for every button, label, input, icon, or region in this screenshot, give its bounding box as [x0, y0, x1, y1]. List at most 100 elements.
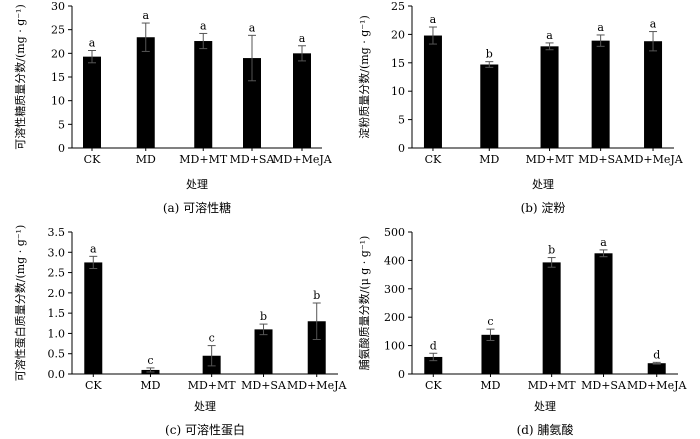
significance-letter: a [142, 9, 149, 22]
x-category-label: MD+SA [230, 153, 276, 166]
significance-letter: d [653, 348, 660, 361]
y-tick-label: 25 [391, 0, 405, 13]
y-tick-label: 300 [384, 283, 405, 296]
y-tick-label: 25 [51, 24, 65, 37]
y-tick-label: 0 [398, 142, 405, 155]
bar-md-meja [647, 363, 666, 374]
bar-md-meja [644, 41, 663, 148]
x-category-label: CK [85, 379, 102, 392]
y-tick-label: 3.5 [48, 226, 66, 239]
x-category-label: MD+MeJA [623, 153, 683, 166]
bar-md-mt [194, 41, 213, 148]
panel-caption: (c) 可溶性蛋白 [165, 422, 245, 437]
y-tick-label: 15 [391, 57, 405, 70]
significance-letter: a [200, 19, 207, 32]
significance-letter: a [650, 18, 657, 31]
bar-ck [84, 262, 103, 374]
panel-caption: (d) 脯氨酸 [517, 422, 574, 437]
x-axis-title: 处理 [194, 400, 216, 413]
significance-letter: b [260, 310, 267, 323]
x-category-label: MD+MeJA [627, 379, 687, 392]
y-tick-label: 2.0 [48, 287, 66, 300]
bar-md-sa [591, 40, 610, 149]
x-category-label: MD+MT [179, 153, 228, 166]
x-category-label: MD [136, 153, 156, 166]
significance-letter: c [487, 315, 493, 328]
y-tick-label: 0 [58, 142, 65, 155]
bar-ck [83, 56, 101, 148]
bar-md-sa [254, 329, 273, 374]
bar-ck [424, 356, 443, 374]
significance-letter: b [486, 48, 493, 61]
y-tick-label: 2.5 [48, 267, 66, 280]
y-tick-label: 0.0 [48, 368, 66, 381]
bar-md-mt [540, 46, 559, 148]
bar-md [481, 334, 500, 374]
y-tick-label: 1.5 [48, 307, 66, 320]
bar-md [480, 64, 499, 148]
chart-panel-a: 0 5 10 15 20 25 30 a CK a MD a MD+MT a MD+SA a MD+MeJA 可溶… [13, 0, 333, 215]
bar-md-meja [307, 321, 326, 374]
significance-letter: d [430, 339, 437, 352]
panel-caption: (a) 可溶性糖 [163, 200, 231, 215]
y-axis-title: 淀粉质量分数/(mg · g⁻¹) [357, 15, 371, 139]
significance-letter: c [209, 332, 215, 345]
chart-panel-c: 0.0 0.5 1.0 1.5 2.0 2.5 3.0 3.5 a CK c MD c MD+MT b MD+… [13, 225, 347, 437]
significance-letter: a [90, 242, 97, 255]
y-tick-label: 1.0 [48, 327, 66, 340]
significance-letter: a [546, 29, 553, 42]
bar-md-mt [542, 262, 561, 374]
y-tick-label: 0.5 [48, 348, 66, 361]
x-axis-title: 处理 [534, 400, 556, 413]
x-category-label: CK [425, 153, 442, 166]
y-tick-label: 15 [51, 71, 65, 84]
x-category-label: MD [140, 379, 160, 392]
x-category-label: MD+MT [188, 379, 237, 392]
x-category-label: MD+MT [526, 153, 575, 166]
significance-letter: b [313, 289, 320, 302]
y-tick-label: 3.0 [48, 246, 66, 259]
y-axis-title: 可溶性蛋白质量分数/(mg · g⁻¹) [13, 225, 27, 382]
x-category-label: MD+MeJA [287, 379, 347, 392]
y-tick-label: 10 [51, 95, 65, 108]
y-axis-title: 脯氨酸质量分数/(μ g · g⁻¹) [357, 236, 371, 371]
significance-letter: b [548, 244, 555, 257]
significance-letter: c [147, 354, 153, 367]
y-tick-label: 20 [51, 47, 65, 60]
x-category-label: MD+MeJA [272, 153, 332, 166]
significance-letter: a [89, 36, 96, 49]
chart-panel-b: 0 5 10 15 20 25 a CK b MD a MD+MT a MD+SA a MD+MeJA 淀粉质量… [357, 0, 684, 215]
significance-letter: a [597, 21, 604, 34]
y-tick-label: 10 [391, 85, 405, 98]
x-category-label: MD+SA [578, 153, 624, 166]
y-tick-label: 200 [384, 311, 405, 324]
y-tick-label: 5 [58, 118, 65, 131]
significance-letter: a [249, 21, 256, 34]
y-tick-label: 0 [398, 368, 405, 381]
x-category-label: CK [425, 379, 442, 392]
bar-md [136, 37, 155, 148]
x-category-label: MD+MT [528, 379, 577, 392]
bar-ck [423, 35, 442, 149]
y-tick-label: 5 [398, 114, 405, 127]
x-category-label: MD+SA [581, 379, 627, 392]
bar-md-sa [594, 253, 613, 374]
y-tick-label: 400 [384, 254, 405, 267]
x-axis-title: 处理 [532, 178, 554, 191]
y-tick-label: 100 [384, 340, 405, 353]
significance-letter: a [430, 13, 437, 26]
x-axis-title: 处理 [186, 178, 208, 191]
significance-letter: a [299, 32, 306, 45]
y-axis-title: 可溶性糖质量分数/(mg · g⁻¹) [13, 4, 27, 150]
chart-panel-d: 0 100 200 300 400 500 d CK c MD b MD+MT a MD+SA d MD+Me… [357, 226, 687, 437]
x-category-label: MD [479, 153, 499, 166]
bar-md-meja [293, 53, 311, 149]
y-tick-label: 500 [384, 226, 405, 239]
significance-letter: a [600, 236, 607, 249]
x-category-label: CK [84, 153, 101, 166]
bar-md-sa [243, 58, 261, 148]
y-tick-label: 30 [51, 0, 65, 13]
x-category-label: MD [480, 379, 500, 392]
panel-caption: (b) 淀粉 [521, 201, 566, 215]
